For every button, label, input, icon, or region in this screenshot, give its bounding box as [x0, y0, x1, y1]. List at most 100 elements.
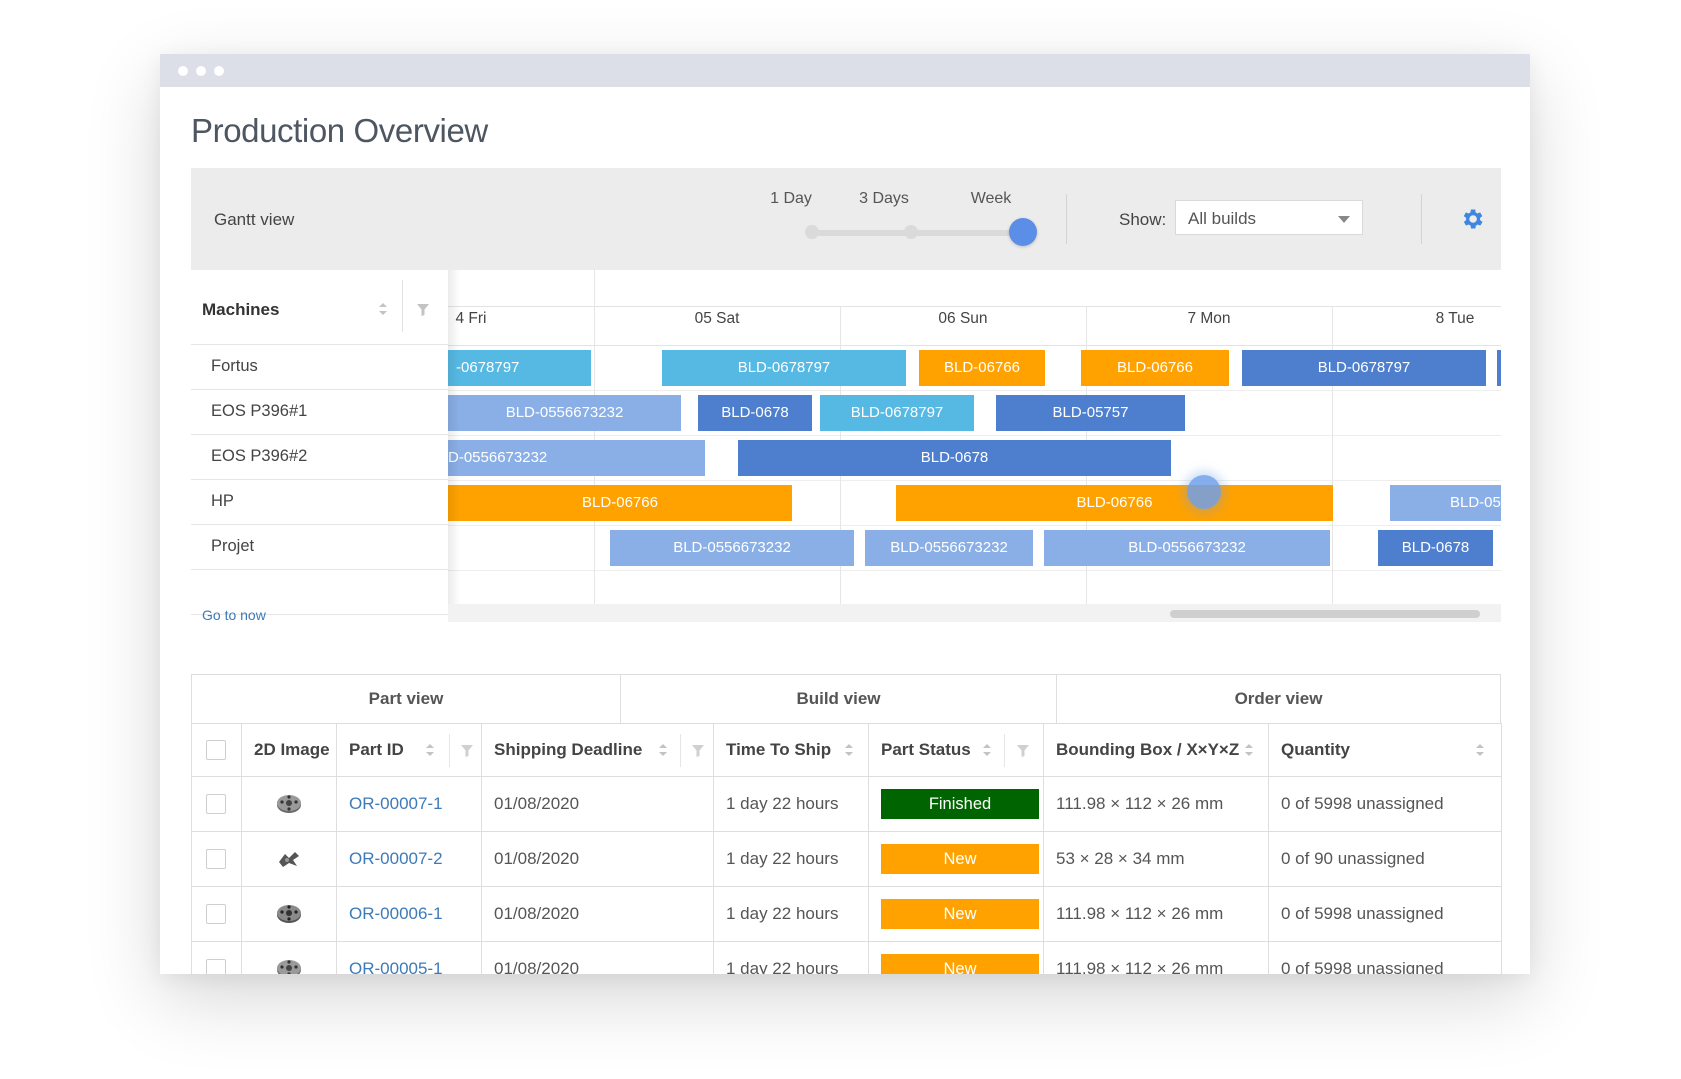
- build-bar[interactable]: BLD-0556673232: [1044, 530, 1330, 566]
- sort-icon[interactable]: [844, 743, 854, 757]
- column-header-shipping-deadline[interactable]: Shipping Deadline: [481, 723, 714, 777]
- select-all-checkbox[interactable]: [206, 740, 226, 760]
- part-thumbnail-cell: [241, 886, 337, 942]
- day-header: 4 Fri: [455, 310, 487, 327]
- machine-row[interactable]: EOS P396#2: [191, 435, 448, 480]
- bounding-box-cell: 111.98 × 112 × 26 mm: [1043, 776, 1269, 832]
- machine-name: EOS P396#2: [211, 447, 308, 465]
- table-row[interactable]: OR-00005-1 01/08/2020 1 day 22 hours New…: [191, 941, 1502, 974]
- sort-icon[interactable]: [1475, 743, 1485, 757]
- gantt-timeline[interactable]: 4 Fri 05 Sat 06 Sun 7 Mon 8 Tue -0678797…: [448, 270, 1501, 620]
- part-id-link[interactable]: OR-00006-1: [349, 904, 443, 923]
- build-bar[interactable]: BLD-0678: [1378, 530, 1493, 566]
- deadline-cell: 01/08/2020: [481, 941, 714, 974]
- column-header-quantity[interactable]: Quantity: [1268, 723, 1502, 777]
- row-checkbox[interactable]: [206, 904, 226, 924]
- zoom-option-3-days[interactable]: 3 Days: [859, 190, 909, 207]
- sort-icon[interactable]: [378, 302, 388, 316]
- row-checkbox[interactable]: [206, 959, 226, 974]
- row-checkbox[interactable]: [206, 849, 226, 869]
- filter-icon[interactable]: [692, 745, 704, 757]
- page-title: Production Overview: [191, 112, 488, 149]
- column-header-part-id[interactable]: Part ID: [336, 723, 482, 777]
- machine-name: HP: [211, 492, 234, 510]
- build-bar[interactable]: BLD-05: [1390, 485, 1501, 521]
- machine-row[interactable]: EOS P396#1: [191, 390, 448, 435]
- time-to-ship-cell: 1 day 22 hours: [713, 831, 869, 887]
- build-bar[interactable]: BLD-06766: [896, 485, 1333, 521]
- build-bar[interactable]: -0678797: [448, 350, 591, 386]
- gear-icon[interactable]: [1459, 206, 1485, 232]
- tab-part-view[interactable]: Part view: [192, 675, 621, 723]
- filter-icon[interactable]: [461, 745, 473, 757]
- filter-icon[interactable]: [417, 304, 429, 316]
- horizontal-scrollbar[interactable]: [448, 604, 1501, 622]
- build-bar[interactable]: BLD-0678797: [1242, 350, 1486, 386]
- part-status-cell: New: [868, 831, 1044, 887]
- build-bar[interactable]: BLD-0678797: [662, 350, 906, 386]
- build-bar[interactable]: BLD-06766: [1081, 350, 1229, 386]
- part-id-cell[interactable]: OR-00005-1: [336, 941, 482, 974]
- column-header-label: Shipping Deadline: [494, 740, 643, 759]
- column-header-time-to-ship[interactable]: Time To Ship: [713, 723, 869, 777]
- row-checkbox[interactable]: [206, 794, 226, 814]
- build-bar[interactable]: BLD-0556673232: [610, 530, 854, 566]
- zoom-slider-handle[interactable]: [1009, 218, 1037, 246]
- zoom-option-week[interactable]: Week: [970, 190, 1012, 207]
- show-builds-select[interactable]: All builds: [1175, 200, 1363, 235]
- build-bar[interactable]: BLD-06766: [448, 485, 792, 521]
- gear-part-thumbnail-icon: [276, 795, 301, 813]
- build-bar[interactable]: BLD-0678: [738, 440, 1171, 476]
- build-bar[interactable]: BLD-0678797: [820, 395, 974, 431]
- sort-icon[interactable]: [658, 743, 668, 757]
- tab-build-view[interactable]: Build view: [621, 675, 1057, 723]
- table-row[interactable]: OR-00006-1 01/08/2020 1 day 22 hours New…: [191, 886, 1502, 942]
- part-id-cell[interactable]: OR-00006-1: [336, 886, 482, 942]
- build-bar[interactable]: [1497, 350, 1501, 386]
- column-header-label: Part Status: [881, 740, 971, 759]
- part-id-link[interactable]: OR-00007-2: [349, 849, 443, 868]
- app-window: Production Overview Gantt view 1 Day 3 D…: [160, 54, 1530, 974]
- part-id-link[interactable]: OR-00005-1: [349, 959, 443, 974]
- sort-icon[interactable]: [1244, 743, 1254, 757]
- column-header-label: Part ID: [349, 740, 404, 759]
- filter-icon[interactable]: [1017, 745, 1029, 757]
- quantity-cell: 0 of 5998 unassigned: [1268, 941, 1502, 974]
- day-header: 7 Mon: [1187, 310, 1231, 327]
- status-badge: New: [881, 899, 1039, 929]
- go-to-now-link[interactable]: Go to now: [202, 607, 266, 623]
- build-bar[interactable]: BLD-05757: [996, 395, 1185, 431]
- part-id-link[interactable]: OR-00007-1: [349, 794, 443, 813]
- column-header-image[interactable]: 2D Image: [241, 723, 337, 777]
- zoom-slider-tick[interactable]: [805, 225, 819, 239]
- part-id-cell[interactable]: OR-00007-1: [336, 776, 482, 832]
- zoom-option-1-day[interactable]: 1 Day: [770, 190, 812, 207]
- table-row[interactable]: OR-00007-2 01/08/2020 1 day 22 hours New…: [191, 831, 1502, 887]
- toolbar-divider: [1066, 194, 1067, 244]
- time-to-ship-cell: 1 day 22 hours: [713, 776, 869, 832]
- deadline-cell: 01/08/2020: [481, 886, 714, 942]
- sort-icon[interactable]: [982, 743, 992, 757]
- window-dot-icon: [178, 66, 188, 76]
- scrollbar-thumb[interactable]: [1170, 610, 1480, 618]
- build-bar[interactable]: BLD-0556673232: [448, 395, 681, 431]
- table-row[interactable]: OR-00007-1 01/08/2020 1 day 22 hours Fin…: [191, 776, 1502, 832]
- show-label: Show:: [1119, 210, 1167, 229]
- zoom-slider-tick[interactable]: [904, 225, 918, 239]
- machine-row[interactable]: HP: [191, 480, 448, 525]
- machine-row[interactable]: Projet: [191, 525, 448, 570]
- bracket-part-thumbnail-icon: [278, 852, 299, 867]
- tab-order-view[interactable]: Order view: [1234, 689, 1323, 708]
- column-header-label: Time To Ship: [726, 740, 832, 759]
- build-bar[interactable]: D-0556673232: [448, 440, 705, 476]
- column-header-bounding-box[interactable]: Bounding Box / X×Y×Z: [1043, 723, 1269, 777]
- build-bar[interactable]: BLD-0678: [698, 395, 812, 431]
- machine-row[interactable]: Fortus: [191, 345, 448, 390]
- build-bar[interactable]: BLD-06766: [919, 350, 1045, 386]
- sort-icon[interactable]: [425, 743, 435, 757]
- build-bar[interactable]: BLD-0556673232: [865, 530, 1033, 566]
- column-header-part-status[interactable]: Part Status: [868, 723, 1044, 777]
- machine-name: Projet: [211, 537, 255, 555]
- zoom-slider-track[interactable]: [811, 230, 1031, 236]
- part-id-cell[interactable]: OR-00007-2: [336, 831, 482, 887]
